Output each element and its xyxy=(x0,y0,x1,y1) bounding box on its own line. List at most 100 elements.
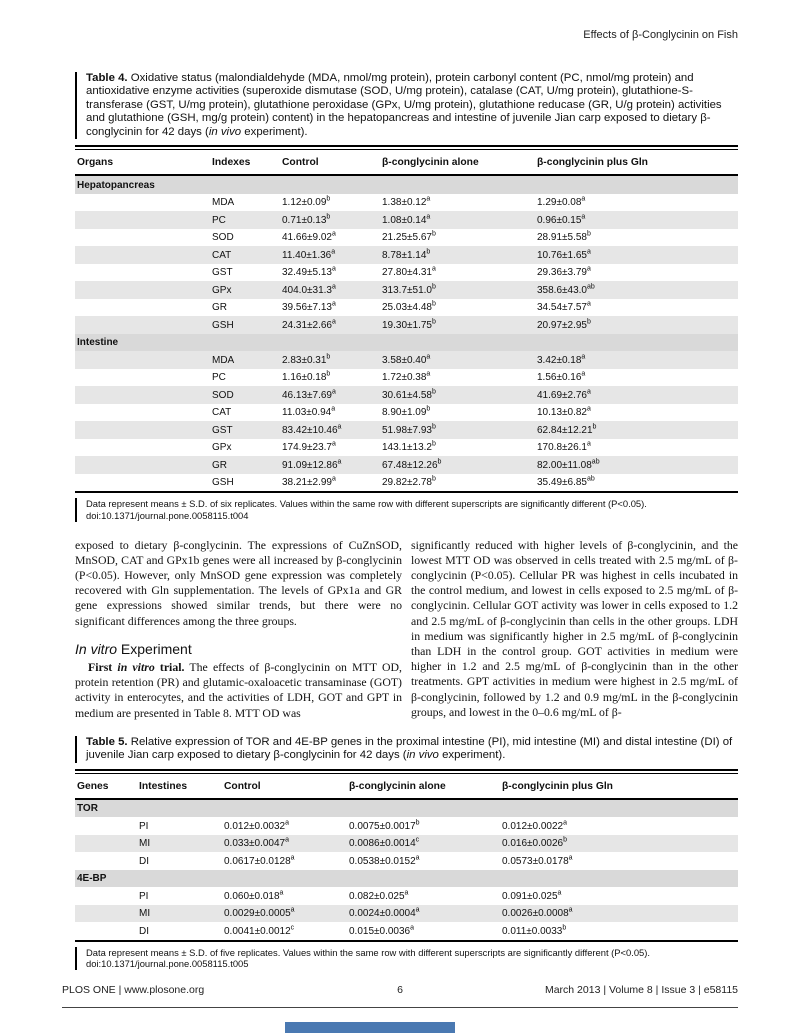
superscript: b xyxy=(426,405,431,413)
table4-caption-label: Table 4. xyxy=(86,72,128,84)
table4-top-rule xyxy=(75,145,738,151)
table-cell: 41.66±9.02a xyxy=(282,230,336,244)
paragraph-lead: First xyxy=(88,660,118,675)
superscript: a xyxy=(586,300,591,308)
superscript: a xyxy=(290,906,295,914)
table-cell xyxy=(75,404,210,422)
table-cell: 1.38±0.12a xyxy=(382,195,431,209)
table4-caption-end: experiment). xyxy=(241,125,308,138)
section-row: Hepatopancreas xyxy=(75,175,738,194)
table-cell: 1.16±0.18b xyxy=(282,370,331,384)
table5-top-rule xyxy=(75,768,738,774)
running-head: Effects of β-Conglycinin on Fish xyxy=(583,29,738,41)
superscript: a xyxy=(415,854,420,862)
table-cell: 91.09±12.86a xyxy=(280,456,380,474)
column-header: β-conglycinin alone xyxy=(347,773,500,800)
table5-block: Table 5. Relative expression of TOR and … xyxy=(75,735,738,971)
superscript: b xyxy=(431,423,436,431)
table-cell: 1.72±0.38a xyxy=(382,370,431,384)
section-heading-rest: Experiment xyxy=(117,640,192,657)
table-cell: 10.13±0.82a xyxy=(537,405,591,419)
table-cell xyxy=(75,229,210,247)
paragraph-lead-italic: in vitro xyxy=(117,660,155,675)
section-row: 4E-BP xyxy=(75,869,738,888)
superscript: a xyxy=(586,388,591,396)
superscript: b xyxy=(431,475,436,483)
table4-caption-text: Oxidative status (malondialdehyde (MDA, … xyxy=(86,72,722,138)
data-row: GST 83.42±10.46a 51.98±7.93b 62.84±12.21b xyxy=(75,421,738,439)
table-cell: GR xyxy=(212,302,227,314)
table-cell: 8.90±1.09b xyxy=(382,405,431,419)
superscript: b xyxy=(431,283,436,291)
data-row: GSH 38.21±2.99a 29.82±2.78b 35.49±6.85ab xyxy=(75,474,738,492)
table-cell: 82.00±11.08ab xyxy=(535,456,738,474)
table-cell: 0.0024±0.0004a xyxy=(347,904,500,923)
table-cell: 0.033±0.0047a xyxy=(222,834,347,853)
data-row: CAT 11.03±0.94a 8.90±1.09b 10.13±0.82a xyxy=(75,404,738,422)
superscript: a xyxy=(426,370,431,378)
superscript: a xyxy=(410,924,415,932)
data-table: Genes Intestines Control β-conglycinin alon… xyxy=(75,773,738,940)
column-header: β-conglycinin plus Gln xyxy=(535,150,738,177)
table4-doi: doi:10.1371/journal.pone.0058115.t004 xyxy=(86,509,249,521)
table-cell xyxy=(75,421,210,439)
table-cell: 35.49±6.85ab xyxy=(537,475,595,489)
column-header: β-conglycinin alone xyxy=(380,150,535,177)
table-cell xyxy=(75,887,137,905)
data-row: MDA 2.83±0.31b 3.58±0.40a 3.42±0.18a xyxy=(75,351,738,369)
table-cell: 2.83±0.31b xyxy=(280,351,380,369)
superscript: a xyxy=(331,475,336,483)
table5-doi: doi:10.1371/journal.pone.0058115.t005 xyxy=(86,958,249,970)
table-cell: 404.0±31.3a xyxy=(280,281,380,299)
superscript: a xyxy=(581,353,586,361)
right-column: significantly reduced with higher levels… xyxy=(411,538,738,721)
table-cell: GPx xyxy=(210,281,280,299)
table5-caption-text: Relative expression of TOR and 4E-BP gen… xyxy=(86,735,733,762)
data-table: Organs Indexes Control β-conglycinin alone β… xyxy=(75,150,738,491)
table-cell: 0.0026±0.0008a xyxy=(500,904,738,923)
superscript: a xyxy=(431,265,436,273)
table-cell: 83.42±10.46a xyxy=(280,421,380,439)
data-row: MI 0.033±0.0047a 0.0086±0.0014c 0.016±0.002… xyxy=(75,834,738,853)
table-cell xyxy=(75,369,210,387)
section-label: Hepatopancreas xyxy=(75,175,738,194)
table-cell: 0.060±0.018a xyxy=(224,889,284,902)
table4-caption-italic: in vivo xyxy=(208,125,242,138)
table-cell: 0.012±0.0032a xyxy=(224,819,290,832)
table-cell: 358.6±43.0ab xyxy=(535,281,738,299)
table-cell: 1.12±0.09b xyxy=(282,195,331,209)
body-columns: exposed to dietary β-conglycinin. The ex… xyxy=(75,538,738,721)
superscript: b xyxy=(415,819,420,827)
table-cell xyxy=(75,456,210,474)
data-row: GST 32.49±5.13a 27.80±4.31a 29.36±3.79a xyxy=(75,264,738,282)
superscript: a xyxy=(285,836,290,844)
superscript: b xyxy=(326,370,331,378)
table-cell: GSH xyxy=(210,316,280,334)
table-cell: CAT xyxy=(210,246,280,264)
table5: Genes Intestines Control β-conglycinin alon… xyxy=(75,773,738,942)
column-header: Intestines xyxy=(137,773,222,800)
data-row: MDA 1.12±0.09b 1.38±0.12a 1.29±0.08a xyxy=(75,194,738,212)
column-header: β-conglycinin plus Gln xyxy=(500,773,738,800)
table-cell: GST xyxy=(210,421,280,439)
data-row: SOD 41.66±9.02a 21.25±5.67b 28.91±5.58b xyxy=(75,229,738,247)
superscript: ab xyxy=(586,475,595,483)
table-cell: 0.015±0.0036a xyxy=(349,924,415,937)
table-cell: 174.9±23.7a xyxy=(282,440,336,454)
table-cell: 1.08±0.14a xyxy=(380,211,535,229)
superscript: b xyxy=(586,230,591,238)
superscript: a xyxy=(563,819,568,827)
footer-issue-info: March 2013 | Volume 8 | Issue 3 | e58115 xyxy=(544,984,738,996)
page-footer: PLOS ONE | www.plosone.org 6 March 2013 … xyxy=(62,984,738,1008)
superscript: a xyxy=(331,230,336,238)
table-cell: 1.29±0.08a xyxy=(537,195,586,209)
superscript: a xyxy=(586,248,591,256)
table5-grid: Genes Intestines Control β-conglycinin alon… xyxy=(75,773,738,940)
data-row: CAT 11.40±1.36a 8.78±1.14b 10.76±1.65a xyxy=(75,246,738,264)
superscript: b xyxy=(431,440,436,448)
data-row: DI 0.0617±0.0128a 0.0538±0.0152a 0.0573±0.0… xyxy=(75,852,738,870)
table-cell: 313.7±51.0b xyxy=(380,281,535,299)
table-cell: 46.13±7.69a xyxy=(280,386,380,404)
superscript: ab xyxy=(586,283,595,291)
